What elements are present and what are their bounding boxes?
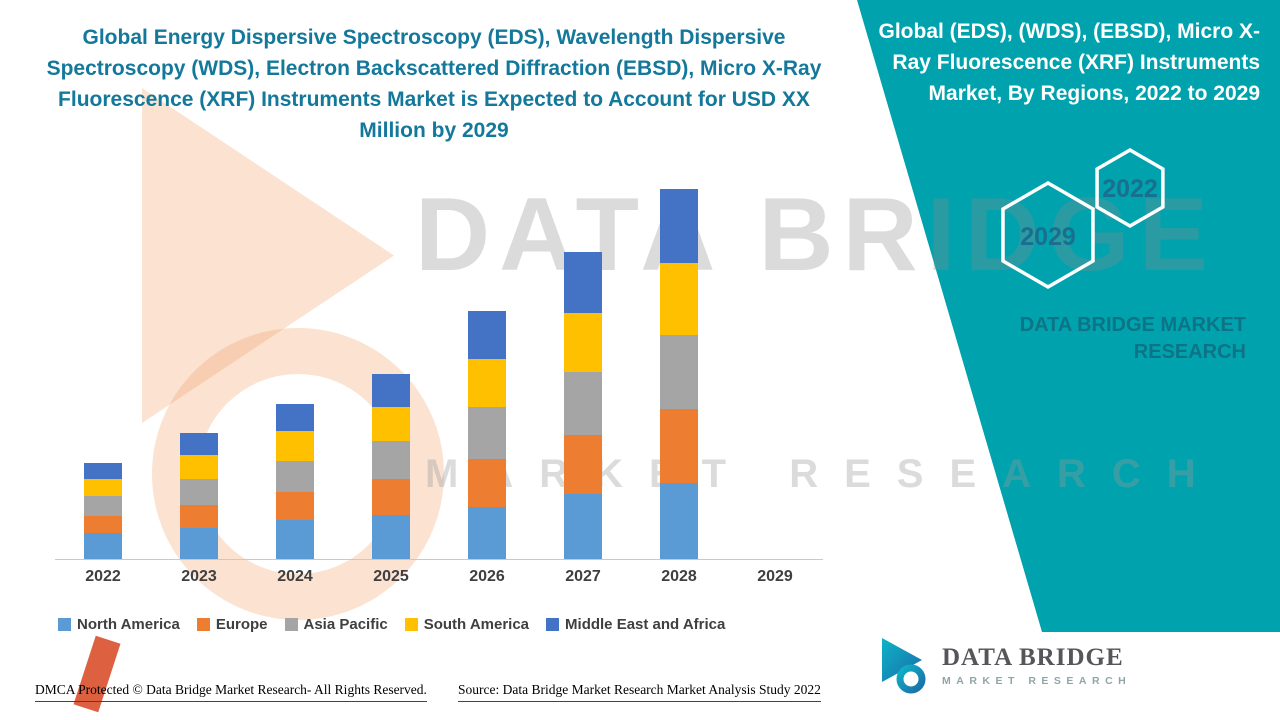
bar-segment — [564, 312, 602, 373]
badge-year-2029: 2029 — [1020, 223, 1076, 251]
bar-group-2022 — [55, 462, 151, 559]
bar-group-2027 — [535, 251, 631, 559]
bar-segment — [180, 479, 218, 506]
bar-segment — [84, 516, 122, 534]
x-axis-labels: 2022 2023 2024 2025 2026 2027 2028 2029 — [55, 568, 823, 586]
bar-stack-2022 — [84, 462, 122, 559]
x-axis-label: 2023 — [181, 568, 217, 585]
watermark-text-market-research: MARKET RESEARCH — [425, 452, 1222, 496]
logo-wordmark: DATA BRIDGE — [942, 643, 1124, 671]
bar-segment — [564, 435, 602, 495]
dmca-notice: DMCA Protected © Data Bridge Market Rese… — [35, 682, 427, 702]
bar-segment — [84, 496, 122, 517]
legend-item: Asia Pacific — [284, 616, 388, 633]
bar-group-2023 — [151, 433, 247, 559]
bar-segment — [564, 251, 602, 313]
side-panel-title: Global (EDS), (WDS), (EBSD), Micro X-Ray… — [878, 20, 1261, 105]
legend-swatch-icon — [404, 618, 418, 631]
bar-segment — [468, 459, 506, 508]
year-badges: 2022 2029 — [1001, 147, 1165, 290]
x-axis-label: 2025 — [373, 568, 409, 585]
source-note: Source: Data Bridge Market Research Mark… — [458, 682, 821, 702]
bar-stack-2025 — [372, 374, 410, 559]
legend-swatch-icon — [546, 618, 560, 631]
legend-item: North America — [58, 616, 180, 633]
bar-segment — [276, 403, 314, 432]
bar-segment — [660, 263, 698, 336]
data-bridge-logo-icon — [882, 638, 926, 694]
x-axis-label: 2027 — [565, 568, 601, 585]
legend-label: North America — [77, 616, 180, 633]
bar-segment — [660, 409, 698, 484]
bar-group-2025 — [343, 374, 439, 559]
bar-group-2028 — [631, 189, 727, 559]
x-axis-label: 2028 — [661, 568, 697, 585]
bar-segment — [564, 494, 602, 559]
bar-segment — [276, 460, 314, 493]
bar-segment — [84, 462, 122, 480]
legend-label: Europe — [215, 616, 268, 633]
bar-segment — [372, 440, 410, 480]
bar-segment — [468, 311, 506, 360]
legend-label: Middle East and Africa — [565, 616, 726, 633]
bar-segment — [276, 431, 314, 461]
hexagon-2022-icon — [1095, 147, 1165, 229]
legend-swatch-icon — [284, 618, 298, 631]
legend-label: Asia Pacific — [303, 616, 388, 633]
bar-segment — [564, 372, 602, 436]
bar-stack-2026 — [468, 311, 506, 559]
side-panel-brand-text: DATA BRIDGE MARKET RESEARCH — [1019, 314, 1246, 363]
chart-legend: North America Europe Asia Pacific South Ame… — [58, 616, 725, 633]
bar-segment — [372, 374, 410, 408]
bar-segment — [372, 514, 410, 559]
bar-stack-2027 — [564, 251, 602, 559]
bar-segment — [276, 492, 314, 521]
badge-year-2022: 2022 — [1102, 175, 1158, 203]
bar-segment — [660, 189, 698, 264]
bar-segment — [468, 507, 506, 559]
bar-segment — [372, 407, 410, 441]
bar-segment — [180, 527, 218, 559]
hexagon-2029-icon — [1001, 180, 1095, 290]
x-axis-label: 2022 — [85, 568, 121, 585]
x-axis-label: 2024 — [277, 568, 313, 585]
legend-swatch-icon — [58, 618, 71, 631]
bar-segment — [660, 335, 698, 410]
bar-stack-2023 — [180, 433, 218, 559]
bar-stack-2024 — [276, 403, 314, 559]
stacked-bar-chart — [55, 188, 823, 560]
legend-item: Europe — [196, 616, 268, 633]
data-bridge-logo: DATA BRIDGE MARKET RESEARCH — [878, 636, 1131, 694]
x-axis-label: 2026 — [469, 568, 505, 585]
bar-segment — [468, 407, 506, 460]
bar-segment — [276, 520, 314, 559]
legend-item: South America — [404, 616, 530, 633]
bar-segment — [180, 433, 218, 456]
bar-segment — [180, 505, 218, 528]
bar-segment — [84, 479, 122, 497]
watermark-text-data-bridge: DATA BRIDGE — [415, 177, 1217, 293]
legend-item: Middle East and Africa — [546, 616, 725, 633]
bar-group-2024 — [247, 403, 343, 559]
bar-stack-2028 — [660, 189, 698, 559]
page-title: Global Energy Dispersive Spectroscopy (E… — [46, 26, 822, 142]
bar-segment — [660, 483, 698, 559]
logo-subtitle: MARKET RESEARCH — [942, 674, 1132, 687]
x-axis-label: 2029 — [757, 568, 793, 585]
bar-segment — [468, 359, 506, 408]
bar-segment — [84, 533, 122, 559]
legend-swatch-icon — [196, 618, 210, 631]
bar-segment — [180, 455, 218, 480]
bar-group-2026 — [439, 311, 535, 559]
bar-segment — [372, 479, 410, 515]
legend-label: South America — [423, 616, 530, 633]
